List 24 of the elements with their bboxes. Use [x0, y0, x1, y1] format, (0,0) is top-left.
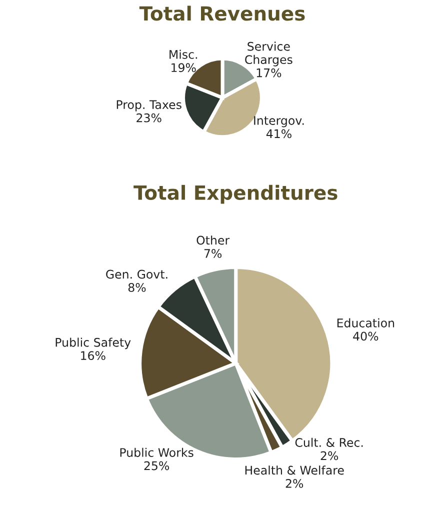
slice-label: Public Works: [120, 448, 194, 457]
chart-title: Total Revenues: [139, 6, 305, 21]
slice-label: Education: [337, 318, 394, 328]
slice-label: Public Safety: [56, 338, 131, 350]
slice-label: Prop. Taxes: [116, 100, 182, 112]
chart-title: Total Expenditures: [134, 184, 338, 204]
slice-label: Service Charges: [245, 42, 292, 66]
data-label: 40%: [353, 332, 378, 341]
data-label: 2%: [320, 451, 338, 460]
data-label: 8%: [128, 283, 146, 292]
slice-label: Intergov.: [254, 116, 304, 128]
slice-label: Cult. & Rec.: [295, 438, 363, 447]
slice-label: Misc.: [170, 50, 198, 59]
data-label: 16%: [81, 351, 106, 360]
data-label: 19%: [172, 63, 196, 72]
data-label: 41%: [266, 129, 292, 138]
slice-label: Health & Welfare: [245, 466, 344, 475]
data-label: 7%: [204, 248, 222, 258]
data-label: 2%: [286, 478, 304, 488]
slice-label: Gen. Govt.: [106, 270, 168, 279]
slice-label: Other: [196, 236, 230, 245]
data-label: 23%: [136, 113, 162, 122]
data-label: 25%: [144, 461, 170, 470]
data-label: 17%: [256, 68, 282, 78]
